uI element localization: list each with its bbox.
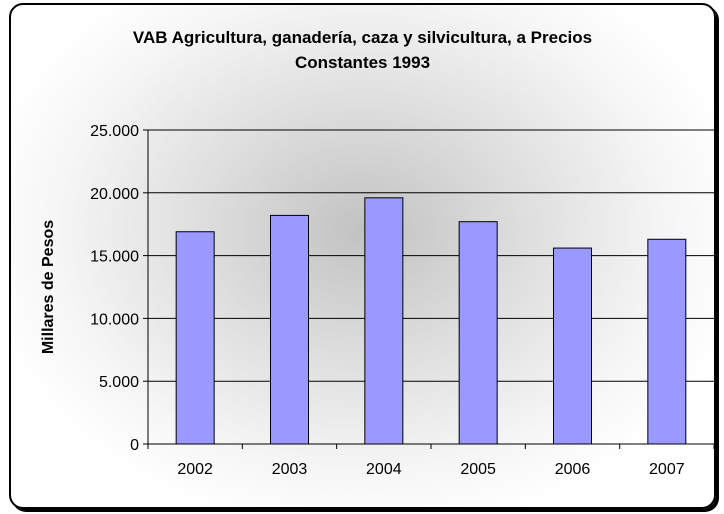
chart-area: VAB Agricultura, ganadería, caza y silvi…	[9, 3, 716, 509]
y-tick-label: 5.000	[99, 374, 139, 391]
y-axis-title: Millares de Pesos	[40, 220, 57, 354]
y-tick-label: 0	[130, 437, 139, 454]
bar	[364, 197, 404, 445]
bar	[553, 247, 592, 445]
bar-chart: 0 5.000 10.000 15.000 20.000 25.000 2002 2003 20…	[40, 123, 714, 478]
x-tick-label: 2006	[555, 461, 591, 478]
bar	[647, 238, 687, 445]
x-tick-label: 2002	[177, 461, 213, 478]
y-tick-label: 25.000	[90, 123, 139, 140]
x-tick-label: 2003	[272, 461, 308, 478]
chart-title-line-1: VAB Agricultura, ganadería, caza y silvi…	[132, 28, 593, 47]
bar	[175, 231, 215, 445]
x-tick-label: 2005	[460, 461, 496, 478]
x-tick-label: 2004	[366, 461, 402, 478]
y-tick-label: 10.000	[90, 311, 139, 328]
y-tick-label: 20.000	[90, 186, 139, 203]
x-tick-label: 2007	[649, 461, 685, 478]
bar	[458, 221, 498, 445]
chart-title-line-2: Constantes 1993	[294, 53, 431, 72]
bar	[270, 214, 309, 445]
y-tick-label: 15.000	[90, 249, 139, 266]
chart-title: VAB Agricultura, ganadería, caza y silvi…	[11, 25, 714, 75]
